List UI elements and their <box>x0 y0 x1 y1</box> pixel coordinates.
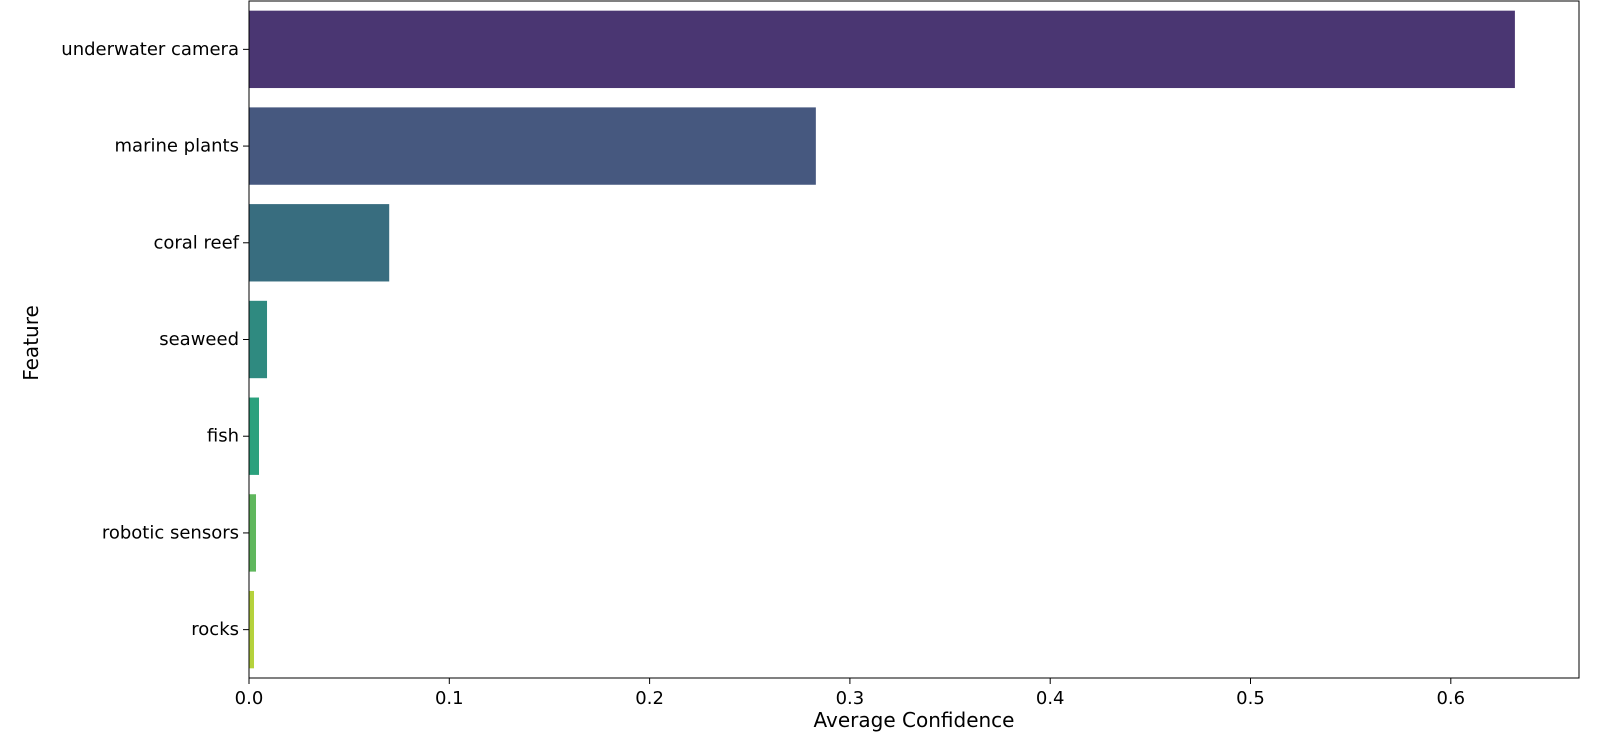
x-tick-label: 0.0 <box>235 688 264 709</box>
y-tick-label: coral reef <box>153 232 239 253</box>
x-tick-label: 0.6 <box>1436 688 1465 709</box>
y-axis-title: Feature <box>19 305 43 381</box>
bar-1 <box>249 107 816 185</box>
bar-2 <box>249 204 390 282</box>
bar-3 <box>249 300 268 379</box>
bar-0 <box>249 10 1515 89</box>
y-tick-label: robotic sensors <box>102 522 239 543</box>
x-tick-label: 0.2 <box>635 688 664 709</box>
y-tick-label: underwater camera <box>61 39 239 60</box>
y-tick-label: marine plants <box>115 136 239 157</box>
y-tick-label: seaweed <box>159 329 239 350</box>
x-axis: 0.0 0.1 0.2 0.3 0.4 0.5 0.6 <box>235 678 1465 709</box>
bar-6 <box>249 590 255 669</box>
x-tick-label: 0.1 <box>435 688 464 709</box>
bars-layer <box>249 10 1515 669</box>
y-tick-label: rocks <box>191 619 239 640</box>
x-tick-label: 0.5 <box>1236 688 1265 709</box>
x-tick-label: 0.3 <box>836 688 865 709</box>
y-tick-label: fish <box>207 426 239 447</box>
x-axis-title: Average Confidence <box>814 708 1015 732</box>
plot-frame <box>248 0 1580 679</box>
bar-5 <box>249 494 257 572</box>
bar-4 <box>249 397 260 475</box>
x-tick-label: 0.4 <box>1036 688 1065 709</box>
y-axis: underwater camera marine plants coral reef… <box>61 39 249 640</box>
